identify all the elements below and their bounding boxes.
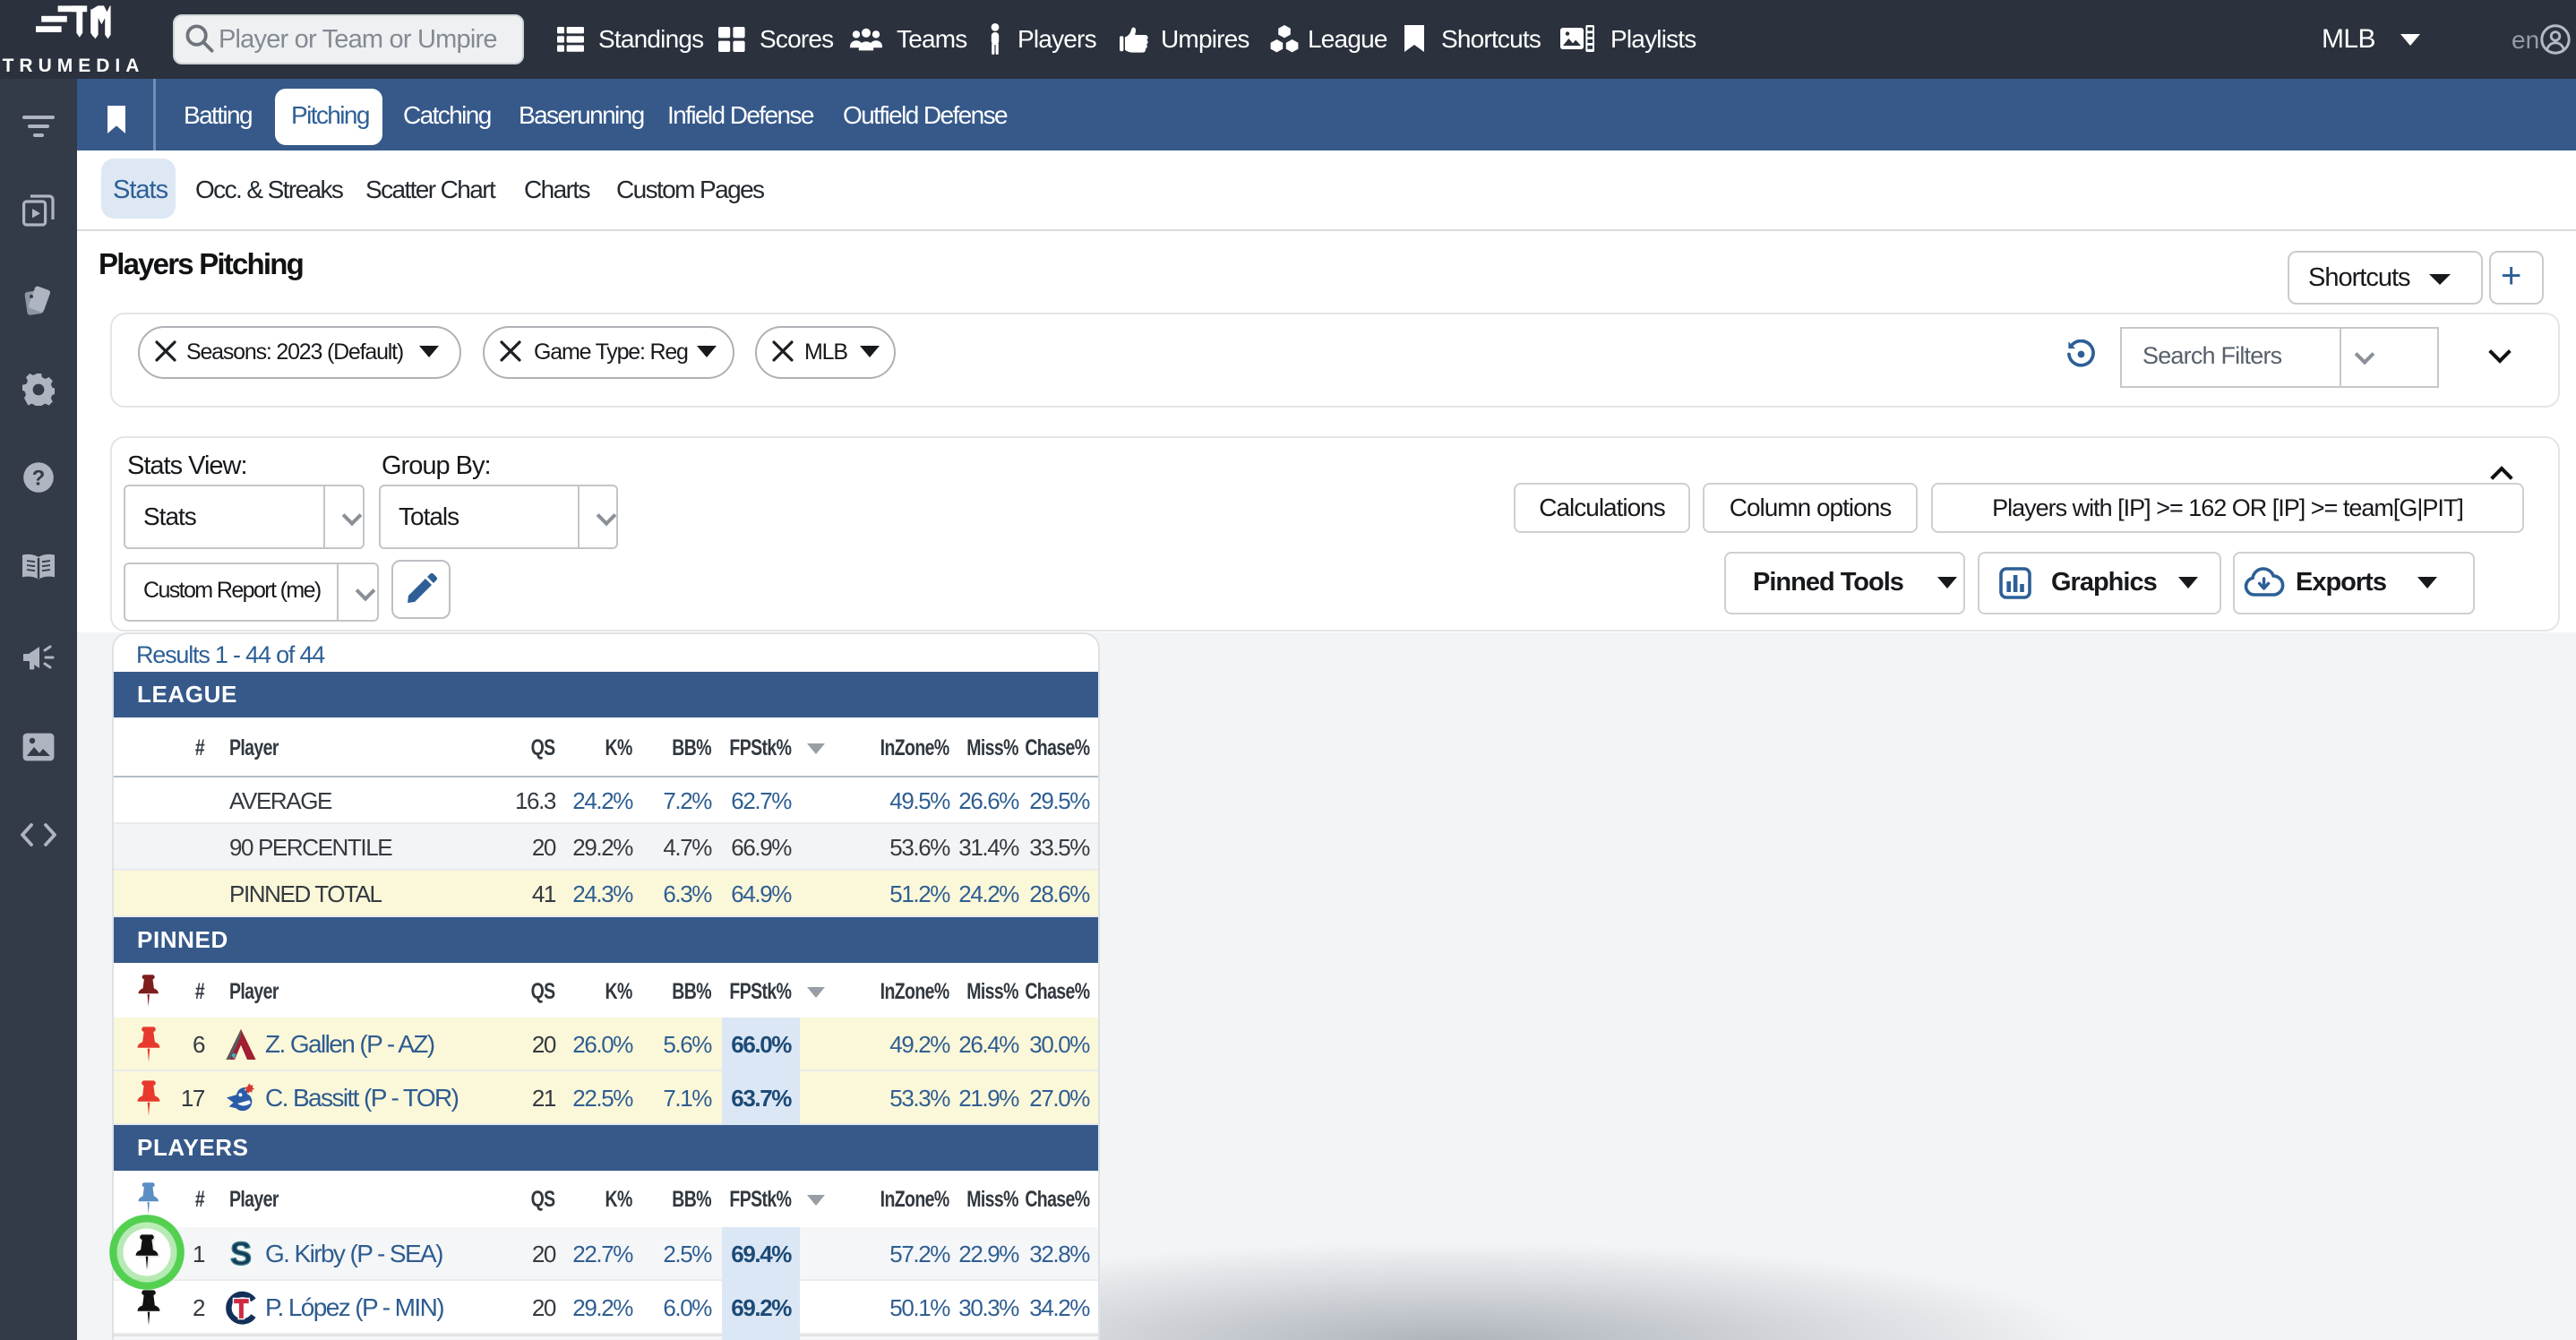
svg-text:?: ? [32,466,46,490]
svg-text:S: S [230,1237,252,1271]
